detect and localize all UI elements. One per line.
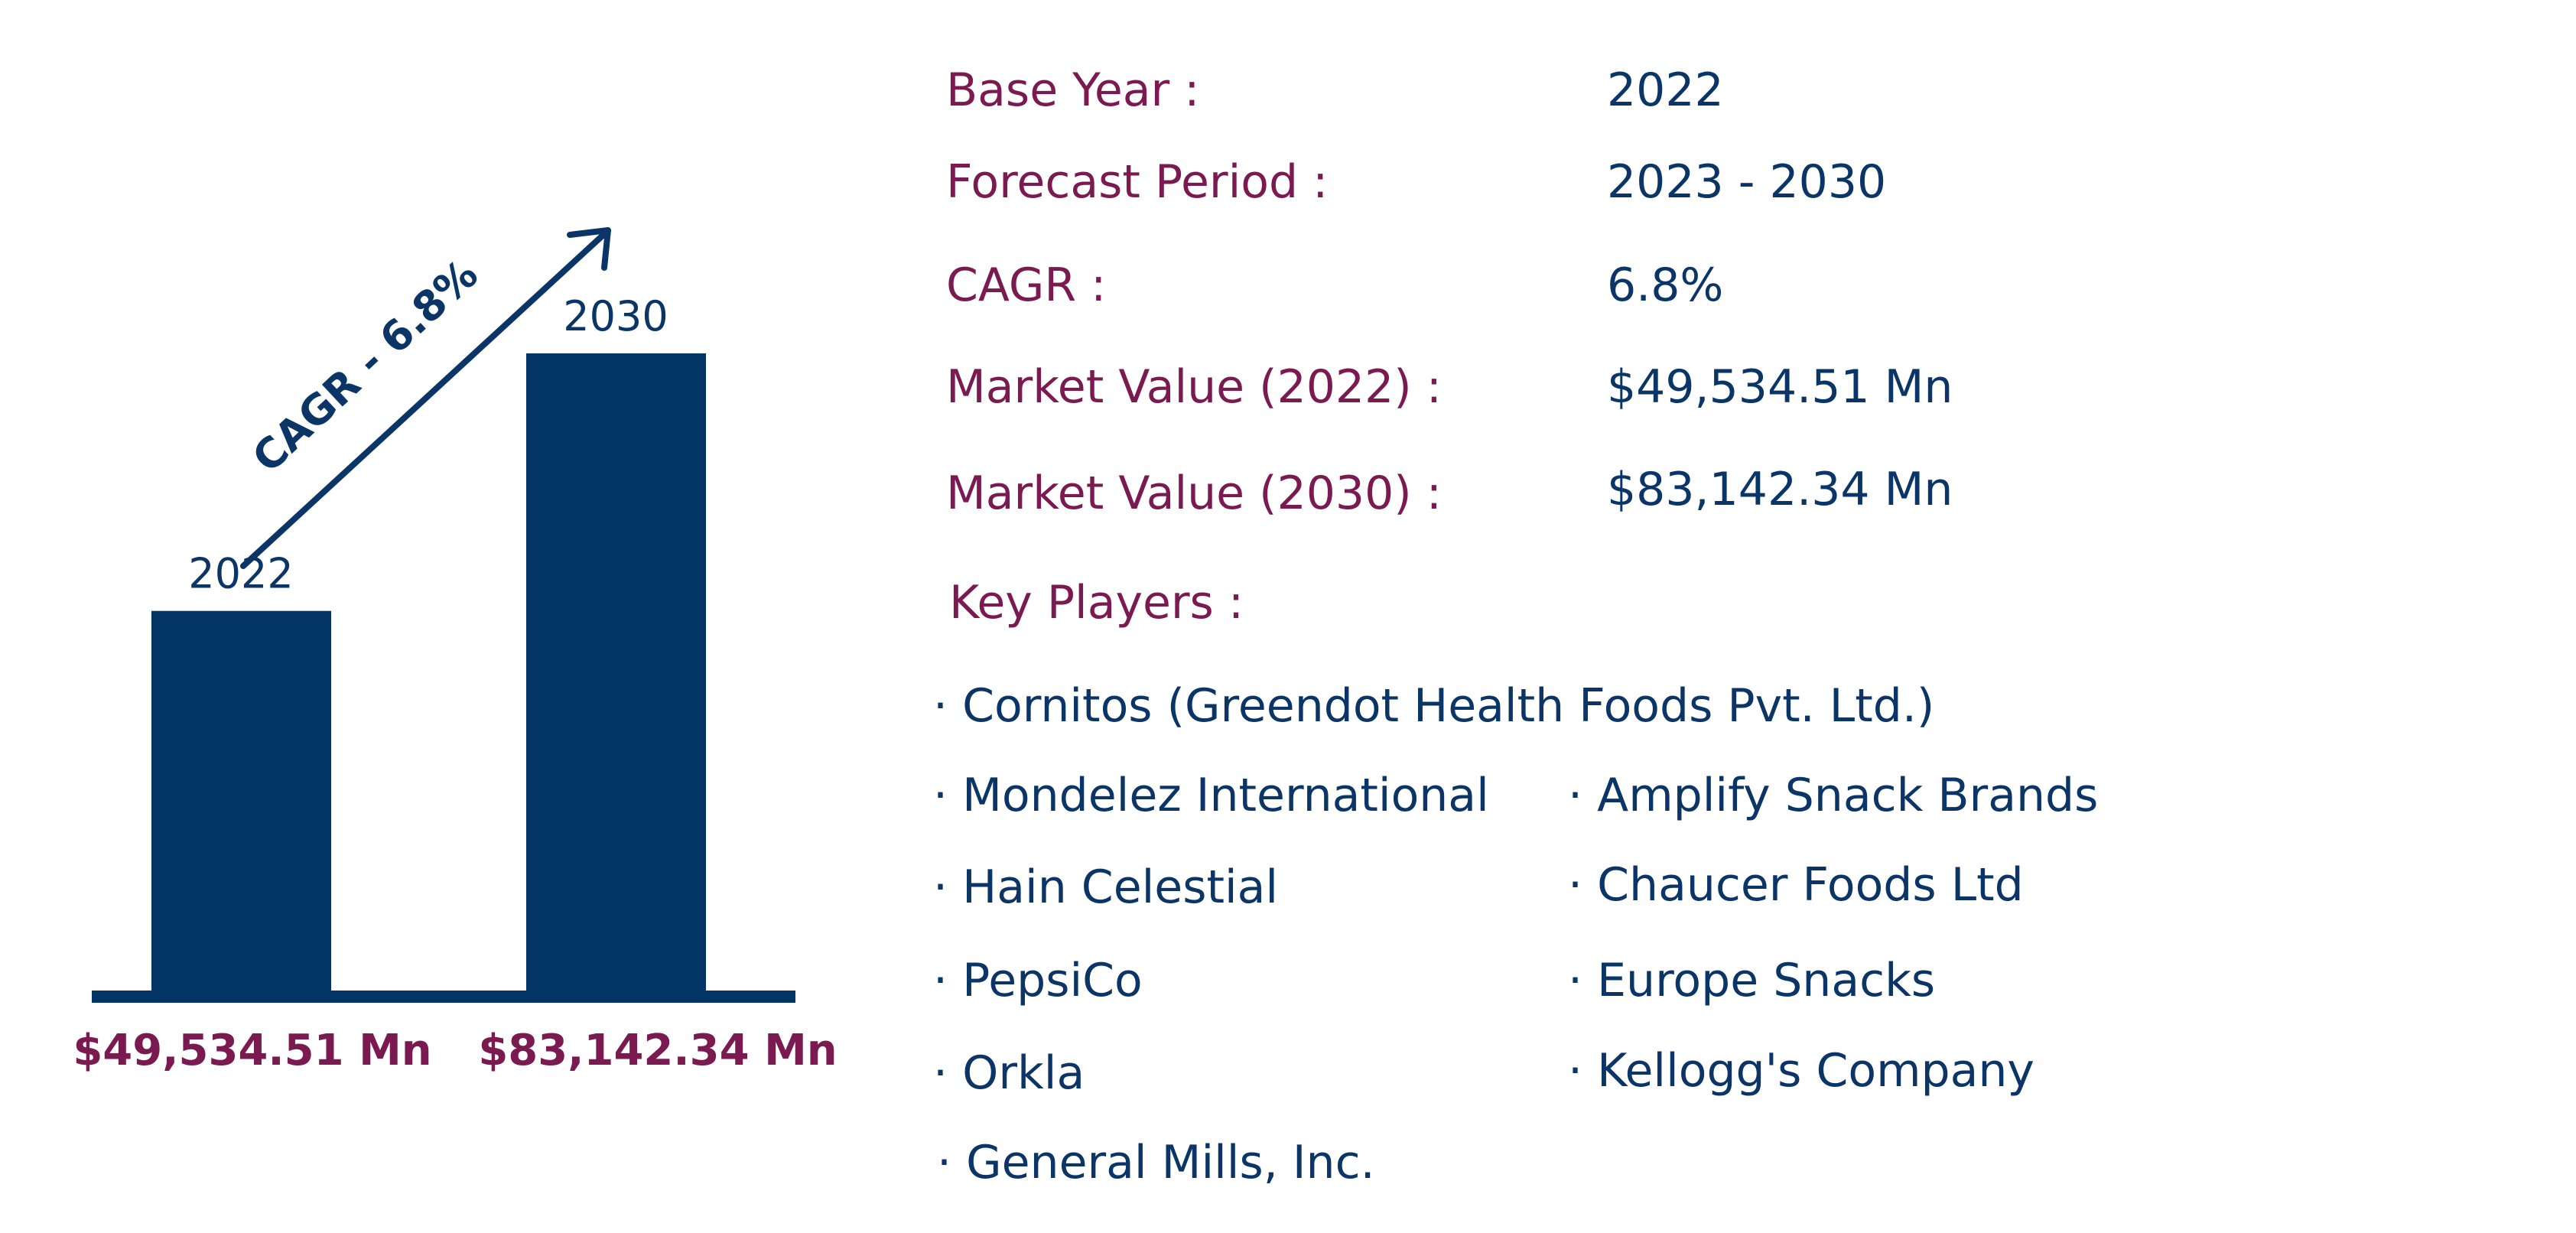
bar-2030 — [526, 353, 706, 991]
category-label-2030: 2030 — [563, 292, 668, 340]
player-cornitos: · Cornitos (Greendot Health Foods Pvt. L… — [933, 679, 1935, 733]
cagr-value: 6.8% — [1607, 259, 1724, 312]
value-label-2022: $49,534.51 Mn — [73, 1026, 431, 1075]
player-kelloggs: · Kellogg's Company — [1568, 1044, 2034, 1098]
player-amplify: · Amplify Snack Brands — [1568, 769, 2099, 822]
base-year-value: 2022 — [1607, 63, 1724, 117]
cagr-arrow-line — [240, 231, 607, 569]
player-hain-celestial: · Hain Celestial — [933, 860, 1279, 914]
market-value-2030-label: Market Value (2030) : — [946, 467, 1442, 520]
forecast-period-value: 2023 - 2030 — [1607, 155, 1887, 209]
cagr-label: CAGR : — [946, 259, 1107, 312]
market-value-2030-value: $83,142.34 Mn — [1607, 463, 1953, 516]
cagr-arrow-head — [567, 227, 611, 271]
player-pepsico: · PepsiCo — [933, 954, 1143, 1007]
cagr-annotation: CAGR - 6.8% — [243, 250, 487, 482]
key-players-label: Key Players : — [949, 576, 1244, 630]
market-value-2022-value: $49,534.51 Mn — [1607, 360, 1953, 414]
player-chaucer: · Chaucer Foods Ltd — [1568, 858, 2024, 912]
market-value-2022-label: Market Value (2022) : — [946, 360, 1442, 414]
player-general-mills: · General Mills, Inc. — [937, 1136, 1375, 1189]
player-europe-snacks: · Europe Snacks — [1568, 954, 1936, 1007]
market-bar-chart: 2022 2030 $49,534.51 Mn $83,142.34 Mn CA… — [73, 227, 838, 1075]
category-label-2022: 2022 — [188, 550, 293, 598]
value-label-2030: $83,142.34 Mn — [478, 1026, 837, 1075]
forecast-period-label: Forecast Period : — [946, 155, 1329, 209]
bar-2022 — [151, 610, 331, 991]
base-year-label: Base Year : — [946, 63, 1200, 117]
player-mondelez: · Mondelez International — [933, 769, 1489, 822]
player-orkla: · Orkla — [933, 1046, 1085, 1100]
